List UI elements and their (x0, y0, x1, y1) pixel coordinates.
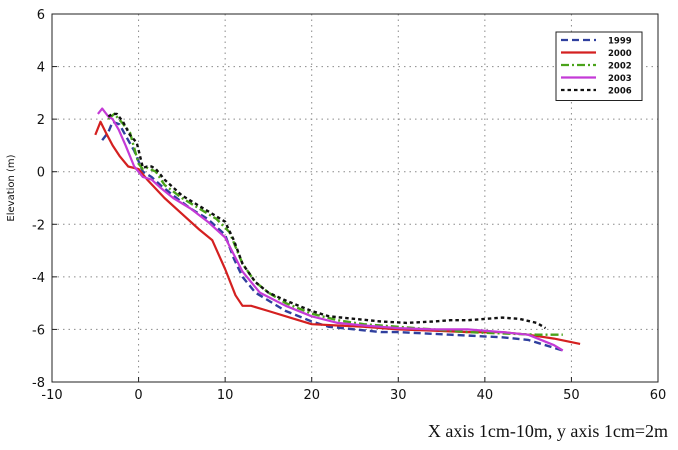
series-line-2002 (107, 112, 563, 336)
legend: 1999 2000 2002 2003 2006 (555, 31, 643, 101)
y-tick-label: 2 (37, 113, 45, 128)
series-line-1999 (101, 120, 564, 352)
x-tick-label: 60 (650, 388, 667, 403)
x-tick-label: 0 (134, 388, 142, 403)
series-lines (94, 107, 581, 352)
x-tick-label: 30 (390, 388, 407, 403)
y-tick-label: 6 (37, 8, 45, 23)
x-tick-label: 50 (563, 388, 580, 403)
series-line-2000 (94, 120, 581, 345)
chart-svg: -10 0 10 20 30 40 50 60 -8 -6 -4 -2 0 2 4 6 Elevation (… (6, 8, 666, 403)
legend-label-1999: 1999 (608, 37, 632, 47)
y-axis-label: Elevation (m) (6, 154, 17, 221)
figure-caption: X axis 1cm-10m, y axis 1cm=2m (427, 421, 668, 441)
legend-label-2000: 2000 (608, 49, 632, 59)
series-line-2006 (107, 112, 547, 330)
x-tick-label: -10 (41, 388, 62, 403)
x-tick-label: 20 (303, 388, 320, 403)
legend-label-2006: 2006 (608, 87, 632, 97)
legend-label-2002: 2002 (608, 62, 632, 72)
axis-ticks: -10 0 10 20 30 40 50 60 -8 -6 -4 -2 0 2 4 6 (32, 8, 666, 403)
series-line-2003 (97, 107, 564, 352)
y-tick-label: -4 (32, 271, 45, 286)
elevation-chart: -10 0 10 20 30 40 50 60 -8 -6 -4 -2 0 2 4 6 Elevation (… (6, 8, 666, 403)
plot-frame (51, 13, 659, 383)
y-tick-label: -6 (32, 323, 45, 338)
y-tick-label: -8 (32, 376, 45, 391)
y-tick-label: 0 (37, 166, 45, 181)
y-tick-label: -2 (32, 218, 45, 233)
x-tick-label: 40 (477, 388, 494, 403)
legend-label-2003: 2003 (608, 74, 632, 84)
y-tick-label: 4 (37, 61, 45, 76)
x-tick-label: 10 (217, 388, 234, 403)
